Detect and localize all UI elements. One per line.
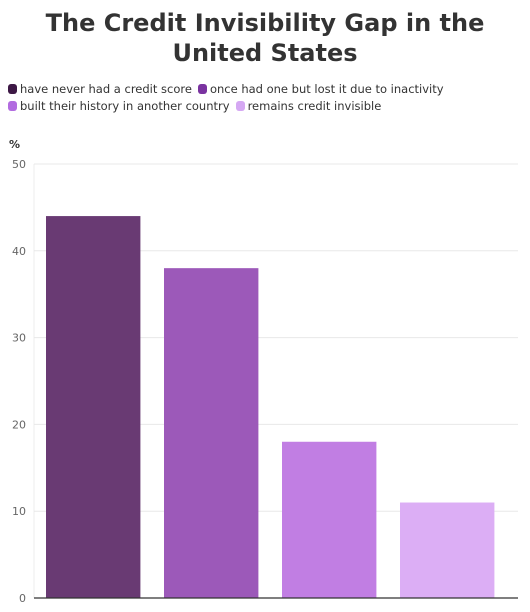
y-tick-label: 40 [12,245,26,258]
legend-item-lost-due-to-inactivity: once had one but lost it due to inactivi… [197,81,444,96]
y-axis-ticks: 0 10 20 30 40 50 [12,158,26,605]
bar-1 [46,216,141,598]
legend: have never had a credit score once had o… [8,80,520,114]
y-tick-label: 30 [12,332,26,345]
legend-swatch [8,83,17,94]
chart-title: The Credit Invisibility Gap in the Unite… [45,9,485,67]
y-tick-label: 20 [12,418,26,431]
bars [46,216,495,598]
y-axis-unit-label: % [9,138,21,151]
legend-label: once had one but lost it due to inactivi… [209,81,444,96]
legend-row: have never had a credit score once had o… [8,80,520,97]
legend-item-remains-invisible: remains credit invisible [235,98,382,113]
bar-2 [164,268,259,598]
bar-3 [282,441,377,598]
legend-label: built their history in another country [20,98,230,113]
legend-item-history-another-country: built their history in another country [8,99,230,113]
y-tick-label: 50 [12,158,26,171]
legend-swatch [235,100,245,111]
legend-row: built their history in another country r… [8,97,520,114]
y-tick-label: 0 [19,592,26,605]
legend-item-never-had-score: have never had a credit score [8,82,192,96]
legend-swatch [197,83,207,94]
legend-label: remains credit invisible [247,98,382,113]
y-tick-label: 10 [12,505,26,518]
legend-label: have never had a credit score [20,81,192,96]
legend-swatch [8,100,17,111]
bar-4 [400,502,495,598]
